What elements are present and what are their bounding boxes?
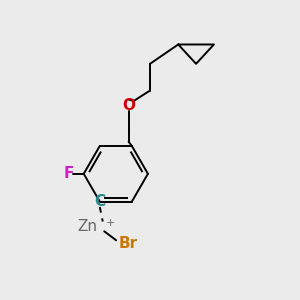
Text: Zn: Zn	[77, 219, 98, 234]
Text: F: F	[64, 166, 74, 181]
Text: Br: Br	[119, 236, 138, 251]
Text: C: C	[94, 194, 105, 209]
Text: +: +	[106, 218, 115, 228]
Text: O: O	[122, 98, 135, 113]
